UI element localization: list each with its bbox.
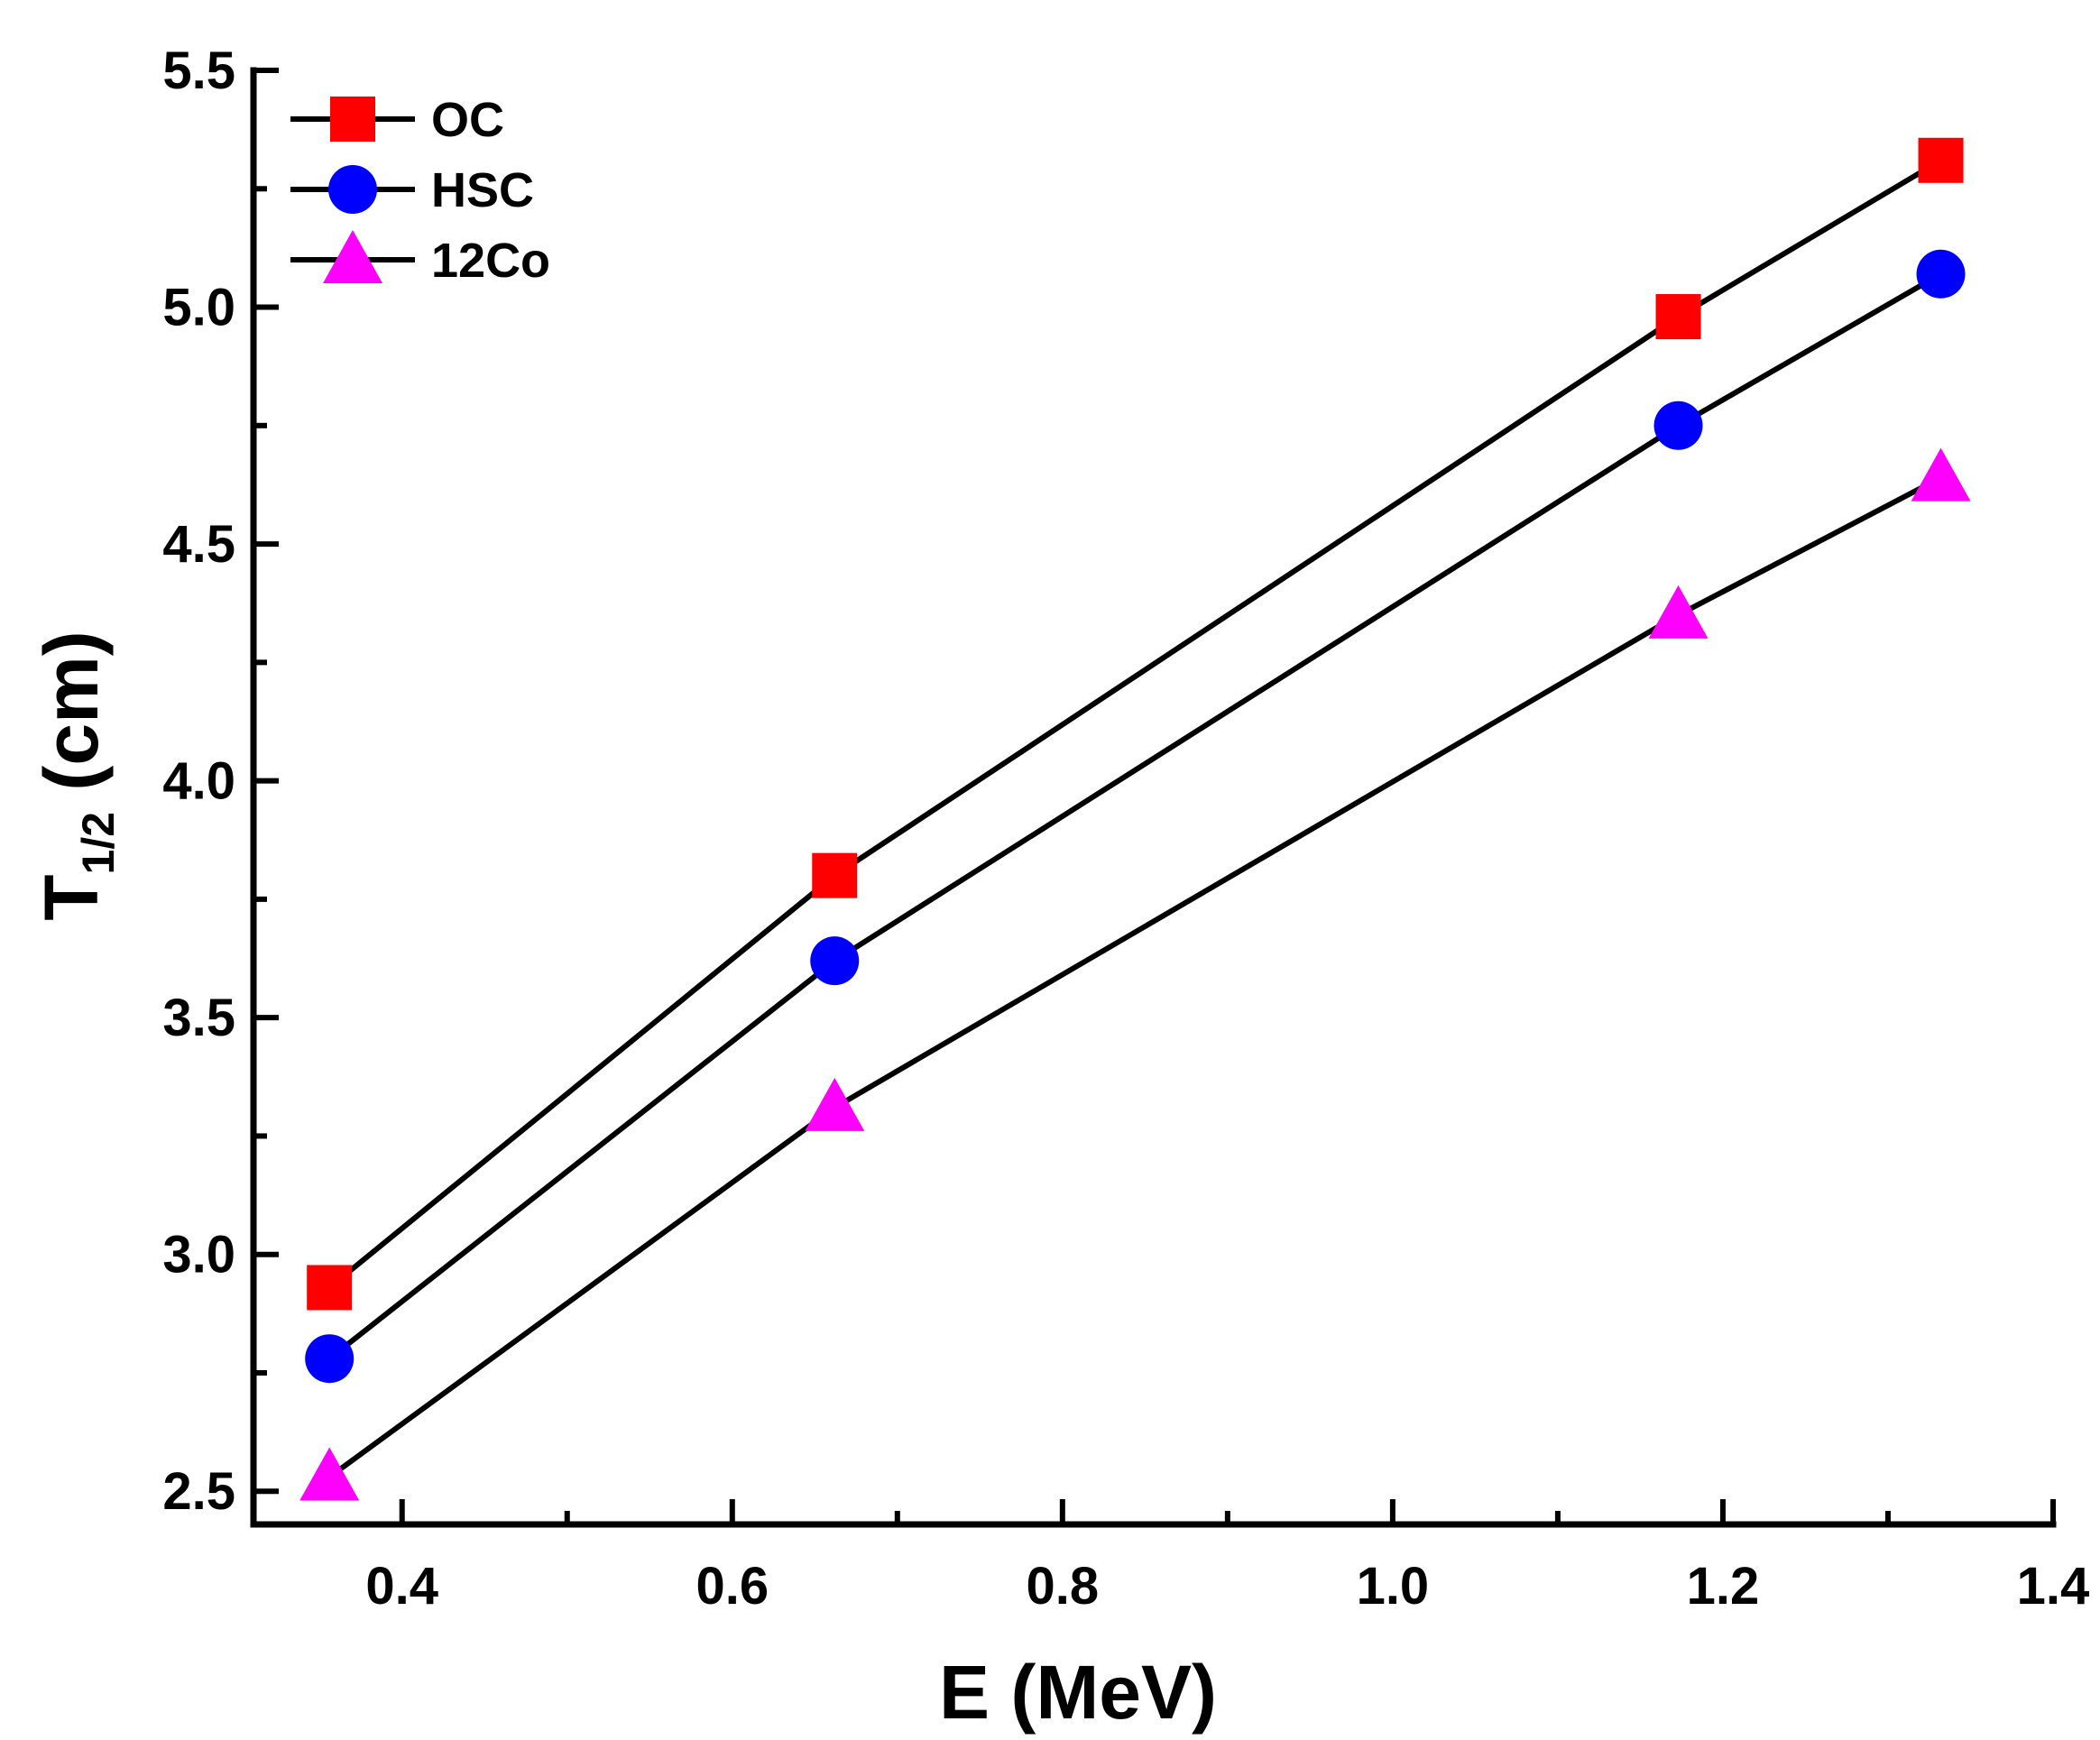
data-point-12co-2: [805, 1077, 865, 1131]
y-axis-title-main: T: [29, 874, 114, 920]
x-axis-title: E (MeV): [939, 1650, 1217, 1735]
data-point-hsc-3: [1653, 400, 1703, 450]
x-tick-label: 1.4: [2017, 1557, 2090, 1616]
y-axis-title-rest: (cm): [29, 631, 114, 812]
data-point-oc-3: [1655, 294, 1701, 340]
legend-item-oc: OC: [290, 93, 504, 147]
legend-item-12co: 12Co: [290, 230, 550, 288]
y-tick-label: 4.5: [162, 515, 235, 574]
legend-label: 12Co: [431, 234, 550, 288]
data-point-12co-1: [299, 1447, 360, 1501]
x-tick-label: 0.4: [365, 1557, 438, 1616]
y-tick-label: 2.5: [162, 1462, 235, 1521]
series-line-12co: [327, 474, 1942, 1479]
legend-marker-square: [330, 97, 375, 142]
ticks: 0.4 0.6 0.8 1.0 1.2 1.4 2.5 3.0 3.5 4.0 4.5 5.0 5.5: [162, 41, 2089, 1616]
y-tick-label: 4.0: [162, 752, 235, 811]
legend-item-hsc: HSC: [290, 163, 534, 217]
series-line-hsc: [327, 272, 1943, 1361]
legend: OC HSC 12Co: [290, 93, 550, 288]
x-tick-label: 0.8: [1027, 1557, 1100, 1616]
x-tick-label: 0.6: [695, 1557, 769, 1616]
legend-marker-circle: [328, 165, 377, 214]
y-tick-label: 5.5: [162, 41, 235, 100]
data-point-12co-3: [1648, 585, 1709, 639]
legend-label: HSC: [431, 163, 534, 217]
axes: [250, 67, 2057, 1528]
y-axis-title: T1/2 (cm): [29, 631, 124, 921]
y-tick-label: 3.5: [162, 989, 235, 1047]
data-point-oc-1: [307, 1265, 353, 1311]
legend-marker-triangle: [323, 230, 382, 283]
data-point-12co-4: [1911, 447, 1971, 502]
y-tick-label: 5.0: [162, 279, 235, 337]
data-point-oc-2: [812, 852, 858, 898]
series-markers: [299, 137, 1971, 1501]
x-tick-label: 1.0: [1357, 1557, 1430, 1616]
data-point-hsc-1: [305, 1334, 355, 1384]
data-point-oc-4: [1918, 137, 1964, 183]
x-tick-label: 1.2: [1687, 1557, 1760, 1616]
series-lines: [327, 158, 1943, 1479]
y-tick-label: 3.0: [162, 1226, 235, 1284]
legend-label: OC: [431, 93, 504, 147]
data-point-hsc-4: [1916, 249, 1966, 299]
y-axis-title-subscript: 1/2: [73, 812, 124, 875]
data-point-hsc-2: [810, 936, 860, 986]
series-line-oc: [327, 158, 1943, 1290]
